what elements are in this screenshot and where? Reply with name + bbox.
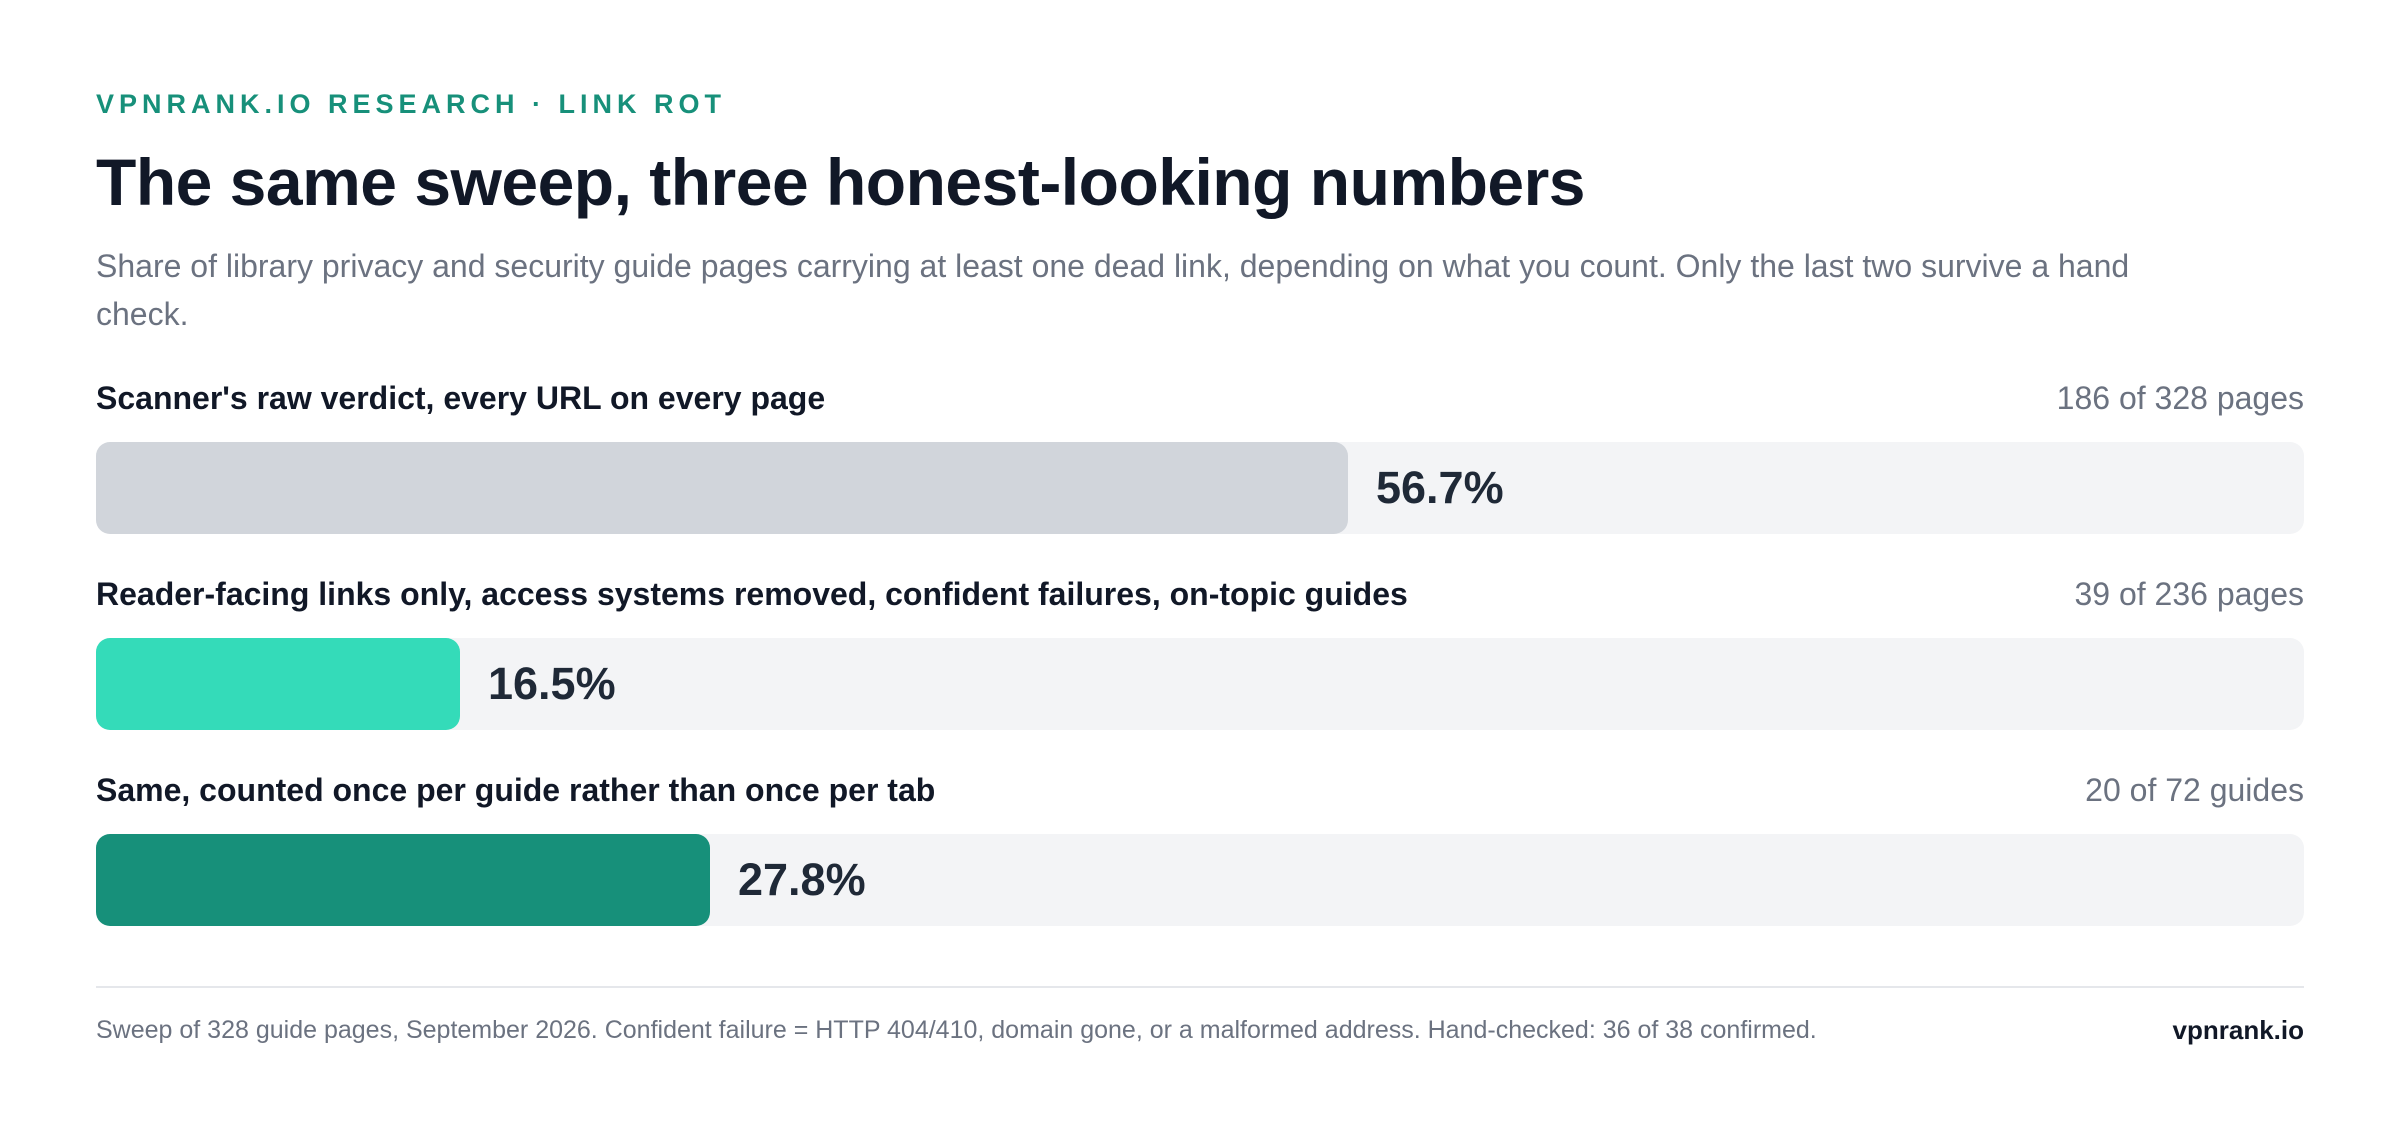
bar-count-label: 39 of 236 pages xyxy=(2074,576,2304,612)
bar-fill xyxy=(96,834,710,926)
bar-row-header: Same, counted once per guide rather than… xyxy=(96,770,2304,826)
bar-category-label: Scanner's raw verdict, every URL on ever… xyxy=(96,380,826,416)
bar-count-label: 20 of 72 guides xyxy=(2085,772,2304,808)
brand-mark: vpnrank.io xyxy=(2172,1014,2304,1045)
bar-value-label: 16.5% xyxy=(488,658,616,709)
bar-value-label: 56.7% xyxy=(1376,462,1504,513)
bar-track: 27.8% xyxy=(96,834,2304,926)
bar-track: 16.5% xyxy=(96,638,2304,730)
bar-row: Same, counted once per guide rather than… xyxy=(96,770,2304,966)
bar-row: Reader-facing links only, access systems… xyxy=(96,574,2304,770)
bar-fill xyxy=(96,442,1348,534)
chart-title: The same sweep, three honest-looking num… xyxy=(96,145,1586,219)
bar-rows: Scanner's raw verdict, every URL on ever… xyxy=(96,378,2304,966)
bar-value-label: 27.8% xyxy=(738,854,866,905)
footer: Sweep of 328 guide pages, September 2026… xyxy=(96,1010,2304,1050)
bar-category-label: Same, counted once per guide rather than… xyxy=(96,772,936,808)
bar-fill xyxy=(96,638,460,730)
bar-row-header: Scanner's raw verdict, every URL on ever… xyxy=(96,378,2304,434)
footer-divider xyxy=(96,986,2304,988)
eyebrow-label: VPNRANK.IO RESEARCH · LINK ROT xyxy=(96,89,727,119)
bar-track: 56.7% xyxy=(96,442,2304,534)
bar-row: Scanner's raw verdict, every URL on ever… xyxy=(96,378,2304,574)
bar-count-label: 186 of 328 pages xyxy=(2056,380,2304,416)
footnote: Sweep of 328 guide pages, September 2026… xyxy=(96,1015,1817,1044)
chart-subtitle: Share of library privacy and security gu… xyxy=(96,248,2130,332)
bar-row-header: Reader-facing links only, access systems… xyxy=(96,574,2304,630)
bar-category-label: Reader-facing links only, access systems… xyxy=(96,576,1408,612)
